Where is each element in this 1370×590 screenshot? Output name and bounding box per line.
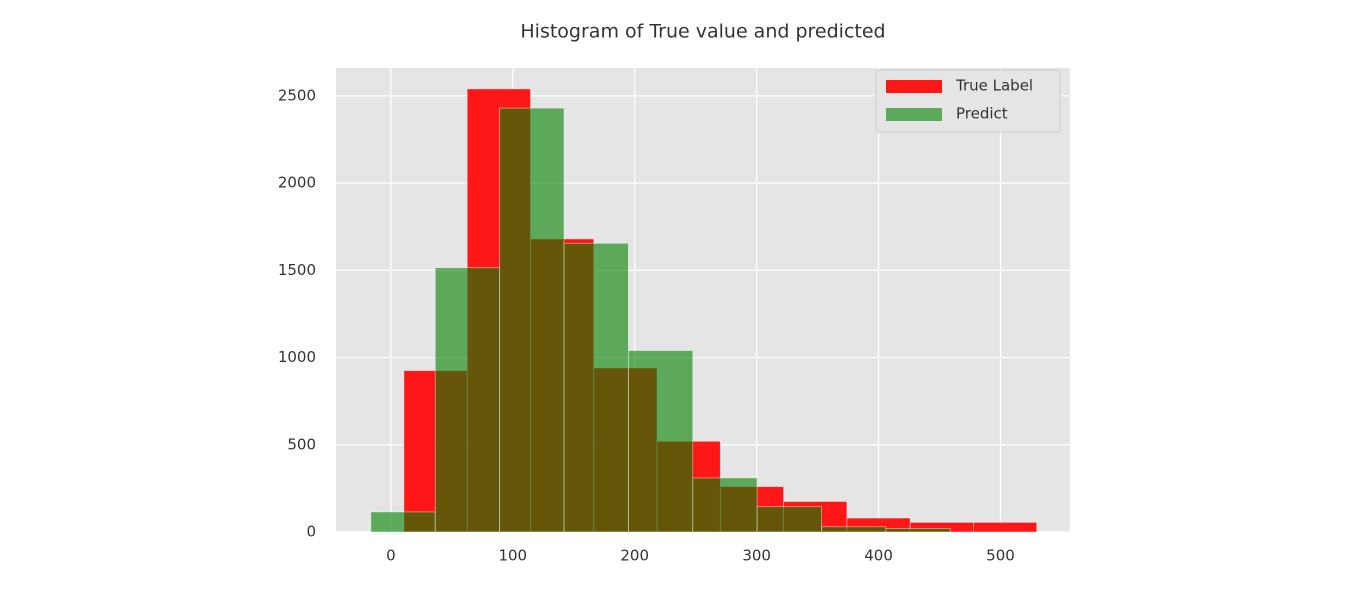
y-tick-label: 1000 [278,348,316,366]
x-tick-label: 500 [986,547,1015,565]
y-tick-label: 500 [287,435,316,453]
histogram-bar [821,526,887,533]
x-tick-label: 100 [498,547,527,565]
histogram-bar [563,242,629,533]
y-tick-label: 1500 [278,261,316,279]
chart-title: Histogram of True value and predicted [520,21,885,43]
y-tick-label: 2500 [278,86,316,104]
x-tick-label: 400 [864,547,893,565]
y-tick-label: 0 [306,523,316,541]
x-tick-label: 200 [620,547,649,565]
legend-swatch [886,108,942,121]
histogram-bar [692,477,758,533]
histogram-bar [973,522,1038,533]
y-tick-label: 2000 [278,174,316,192]
legend-label: Predict [956,105,1008,123]
histogram-bar [499,107,565,533]
histogram-bar [627,350,694,533]
x-tick-label: 0 [386,547,396,565]
histogram-bar [370,511,436,533]
histogram-bar [756,506,822,533]
legend-label: True Label [955,77,1033,95]
histogram-bar [434,267,501,533]
x-tick-label: 300 [742,547,771,565]
histogram-bar [885,528,951,533]
legend-swatch [886,80,942,93]
